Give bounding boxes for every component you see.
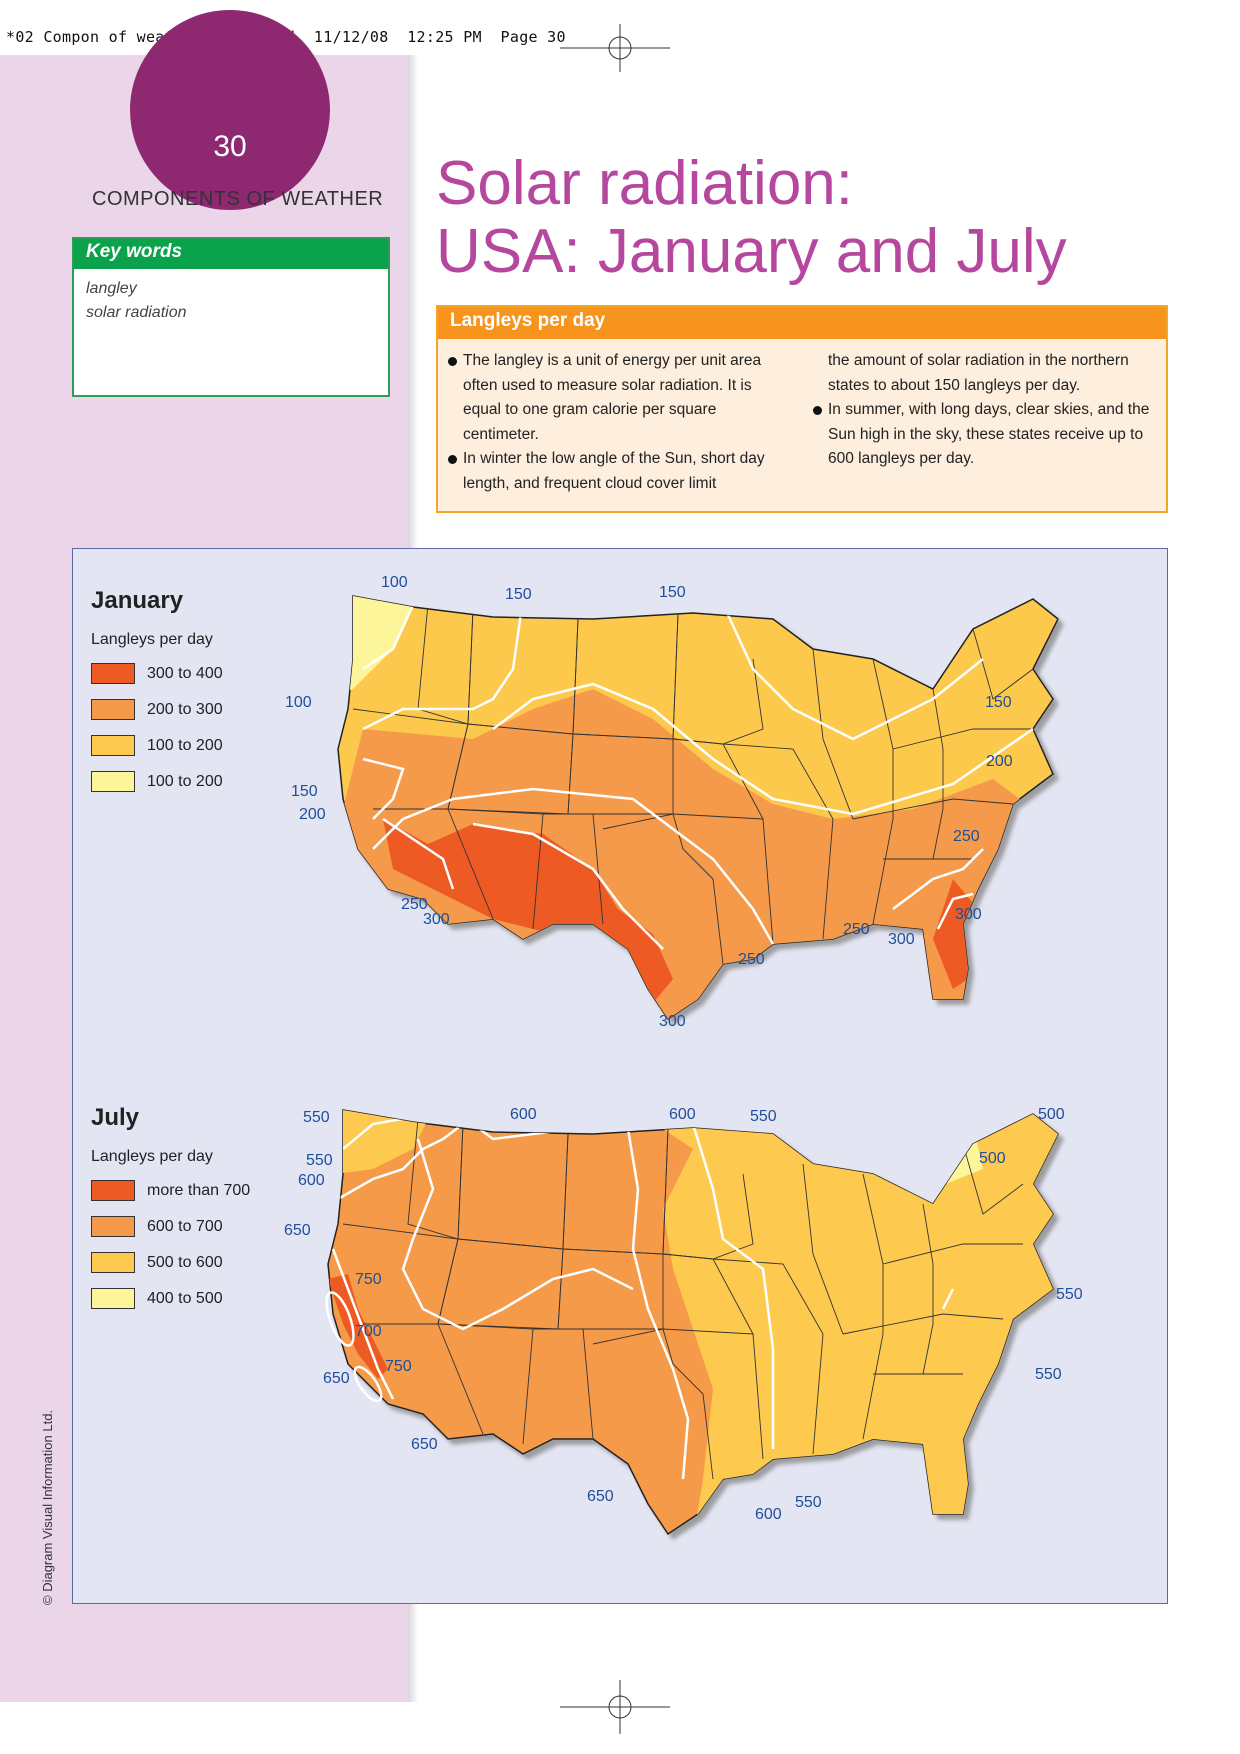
key-word-item: langley [86,280,137,297]
isoline-label: 200 [986,753,1013,770]
key-words-box: Key words langley solar radiation [72,237,390,397]
january-map: 100 150 150 100 150 200 150 200 250 300 … [285,574,1059,1030]
legend-row: 300 to 400 [91,662,223,685]
isoline-label: 500 [979,1150,1006,1167]
legend-row: 200 to 300 [91,698,223,721]
isoline-label: 300 [423,911,450,928]
isoline-label: 650 [411,1436,438,1453]
january-isoline-labels: 100 150 150 100 150 200 150 200 250 300 … [285,574,1013,1030]
info-paragraph: The langley is a unit of energy per unit… [448,349,778,447]
isoline-label: 700 [355,1323,382,1340]
legend-row: 100 to 200 [91,770,223,793]
info-box: Langleys per day The langley is a unit o… [436,305,1168,513]
july-map: 550 600 600 550 500 550 600 500 650 750 … [284,1106,1083,1536]
isoline-label: 150 [659,584,686,601]
isoline-label: 250 [953,828,980,845]
july-map-title: July [91,1104,140,1131]
isoline-label: 150 [291,783,318,800]
isoline-label: 550 [1056,1286,1083,1303]
crop-mark-bottom [560,1680,670,1734]
legend-label: 500 to 600 [147,1253,223,1271]
title-line-1: Solar radiation: [436,149,854,218]
page-number-badge: 30 [130,10,330,210]
isoline-label: 250 [401,896,428,913]
isoline-label: 250 [738,951,765,968]
info-paragraph: the amount of solar radiation in the nor… [828,352,1129,394]
legend-label: 300 to 400 [147,664,223,682]
january-map-title: January [91,587,184,614]
isoline-label: 650 [284,1222,311,1239]
isoline-label: 750 [355,1271,382,1288]
maps-graphic: 100 150 150 100 150 200 150 200 250 300 … [284,574,1083,1536]
isoline-label: 150 [985,694,1012,711]
legend-label: 400 to 500 [147,1289,223,1307]
key-words-heading: Key words [74,239,388,269]
title-line-2: USA: January and July [436,217,1067,286]
info-column-2: the amount of solar radiation in the nor… [813,349,1158,472]
section-title: COMPONENTS OF WEATHER [92,188,384,210]
isoline-label: 300 [659,1013,686,1030]
isoline-label: 550 [750,1108,777,1125]
legend-swatch [91,699,135,720]
isoline-label: 100 [381,574,408,591]
isoline-label: 600 [669,1106,696,1123]
july-legend-subtitle: Langleys per day [91,1148,213,1165]
isoline-label: 650 [587,1488,614,1505]
legend-swatch [91,1216,135,1237]
legend-label: more than 700 [147,1181,251,1199]
bullet-icon [813,406,822,415]
legend-row: 100 to 200 [91,734,223,757]
key-word-item: solar radiation [86,304,187,321]
info-paragraph: In winter the low angle of the Sun, shor… [448,447,778,496]
january-legend: January Langleys per day 300 to 400 200 … [91,587,223,793]
isoline-label: 550 [1035,1366,1062,1383]
legend-swatch [91,1288,135,1309]
legend-swatch [91,1252,135,1273]
legend-label: 100 to 200 [147,772,223,790]
maps-panel: 100 150 150 100 150 200 150 200 250 300 … [72,548,1168,1604]
legend-row: more than 700 [91,1179,250,1202]
isoline-label: 500 [1038,1106,1065,1123]
isoline-label: 100 [285,694,312,711]
legend-label: 200 to 300 [147,700,223,718]
info-column-1: The langley is a unit of energy per unit… [448,349,778,496]
isoline-label: 150 [505,586,532,603]
isoline-label: 750 [385,1358,412,1375]
isoline-label: 550 [795,1494,822,1511]
legend-row: 500 to 600 [91,1251,250,1274]
isoline-label: 550 [303,1109,330,1126]
crop-mark-top [560,24,670,72]
legend-swatch [91,1180,135,1201]
july-isoline-labels: 550 600 600 550 500 550 600 500 650 750 … [284,1106,1083,1523]
info-box-heading: Langleys per day [438,307,1166,339]
isoline-label: 550 [306,1152,333,1169]
bullet-icon [448,455,457,464]
isoline-label: 250 [843,921,870,938]
isoline-label: 600 [298,1172,325,1189]
legend-label: 100 to 200 [147,736,223,754]
bullet-icon [448,357,457,366]
isoline-label: 300 [888,931,915,948]
copyright-notice: © Diagram Visual Information Ltd. [40,1409,55,1605]
page-number: 30 [213,130,247,163]
isoline-label: 650 [323,1370,350,1387]
isoline-label: 600 [755,1506,782,1523]
legend-row: 600 to 700 [91,1215,250,1238]
info-paragraph: In summer, with long days, clear skies, … [813,398,1158,472]
january-legend-subtitle: Langleys per day [91,631,213,648]
page-title: Solar radiation: USA: January and July [436,150,1067,286]
legend-swatch [91,771,135,792]
isoline-label: 300 [955,906,982,923]
legend-swatch [91,663,135,684]
key-words-list: langley solar radiation [74,269,388,333]
legend-label: 600 to 700 [147,1217,223,1235]
isoline-label: 600 [510,1106,537,1123]
isoline-label: 200 [299,806,326,823]
legend-swatch [91,735,135,756]
legend-row: 400 to 500 [91,1287,250,1310]
july-legend: July Langleys per day more than 700 600 … [91,1104,250,1310]
